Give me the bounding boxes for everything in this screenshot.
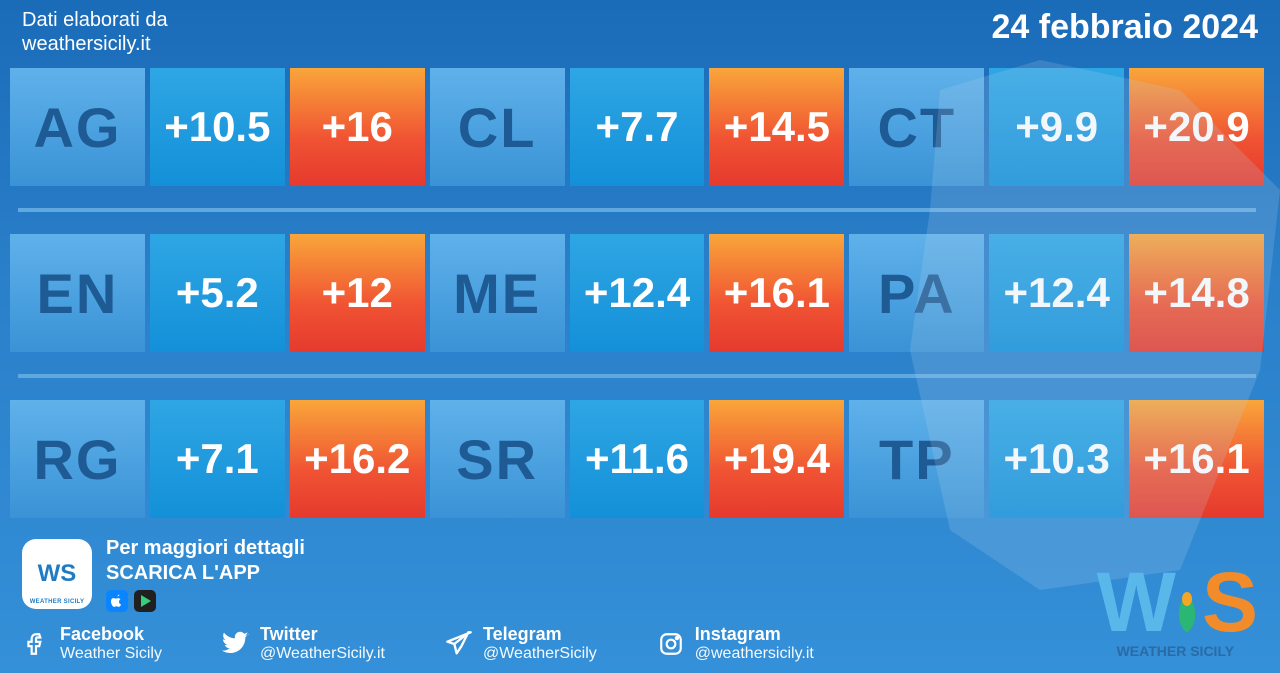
- social-handle: @weathersicily.it: [695, 645, 814, 663]
- app-promo-line2: SCARICA L'APP: [106, 561, 305, 586]
- temperature-grid: AG+10.5+16CL+7.7+14.5CT+9.9+20.9EN+5.2+1…: [0, 62, 1280, 518]
- province-code: AG: [10, 68, 145, 186]
- social-twitter[interactable]: Twitter@WeatherSicily.it: [222, 624, 385, 663]
- leaf-icon: [1172, 589, 1202, 637]
- province-group: CL+7.7+14.5: [430, 68, 845, 186]
- instagram-icon: [657, 630, 685, 658]
- province-code: PA: [849, 234, 984, 352]
- footer: WS Per maggiori dettagli SCARICA L'APP F…: [0, 536, 1280, 673]
- row-divider: [18, 374, 1256, 378]
- header-source: Dati elaborati da weathersicily.it: [22, 8, 168, 56]
- province-group: RG+7.1+16.2: [10, 400, 425, 518]
- province-code: CL: [430, 68, 565, 186]
- social-text: Instagram@weathersicily.it: [695, 624, 814, 663]
- province-group: PA+12.4+14.8: [849, 234, 1264, 352]
- logo-s: S: [1202, 555, 1254, 649]
- header-date: 24 febbraio 2024: [992, 8, 1258, 47]
- social-telegram[interactable]: Telegram@WeatherSicily: [445, 624, 597, 663]
- temp-min: +7.7: [570, 68, 705, 186]
- social-handle: @WeatherSicily.it: [260, 645, 385, 663]
- temp-max: +16.1: [709, 234, 844, 352]
- social-text: FacebookWeather Sicily: [60, 624, 162, 663]
- social-handle: @WeatherSicily: [483, 645, 597, 663]
- social-handle: Weather Sicily: [60, 645, 162, 663]
- social-name: Twitter: [260, 624, 385, 645]
- grid-row: EN+5.2+12ME+12.4+16.1PA+12.4+14.8: [10, 234, 1264, 352]
- temp-min: +7.1: [150, 400, 285, 518]
- social-text: Twitter@WeatherSicily.it: [260, 624, 385, 663]
- province-code: ME: [430, 234, 565, 352]
- temp-max: +12: [290, 234, 425, 352]
- temp-max: +16: [290, 68, 425, 186]
- app-promo: WS Per maggiori dettagli SCARICA L'APP: [22, 536, 1258, 612]
- app-badge-text: WS: [38, 560, 77, 588]
- header: Dati elaborati da weathersicily.it 24 fe…: [0, 0, 1280, 62]
- temp-max: +20.9: [1129, 68, 1264, 186]
- app-badge: WS: [22, 539, 92, 609]
- temp-max: +14.5: [709, 68, 844, 186]
- province-group: CT+9.9+20.9: [849, 68, 1264, 186]
- province-group: AG+10.5+16: [10, 68, 425, 186]
- temp-min: +5.2: [150, 234, 285, 352]
- social-name: Facebook: [60, 624, 162, 645]
- province-code: CT: [849, 68, 984, 186]
- province-group: TP+10.3+16.1: [849, 400, 1264, 518]
- temp-min: +10.5: [150, 68, 285, 186]
- social-text: Telegram@WeatherSicily: [483, 624, 597, 663]
- logo-subtitle: WEATHER SICILY: [1097, 643, 1254, 659]
- province-group: ME+12.4+16.1: [430, 234, 845, 352]
- social-instagram[interactable]: Instagram@weathersicily.it: [657, 624, 814, 663]
- temp-min: +9.9: [989, 68, 1124, 186]
- temp-min: +12.4: [989, 234, 1124, 352]
- telegram-icon: [445, 630, 473, 658]
- weather-sicily-logo: WS WEATHER SICILY: [1097, 554, 1254, 659]
- province-code: SR: [430, 400, 565, 518]
- temp-min: +12.4: [570, 234, 705, 352]
- logo-w: W: [1097, 555, 1172, 649]
- social-facebook[interactable]: FacebookWeather Sicily: [22, 624, 162, 663]
- app-promo-line1: Per maggiori dettagli: [106, 536, 305, 561]
- facebook-icon: [22, 630, 50, 658]
- grid-row: AG+10.5+16CL+7.7+14.5CT+9.9+20.9: [10, 68, 1264, 186]
- temp-min: +10.3: [989, 400, 1124, 518]
- temp-max: +14.8: [1129, 234, 1264, 352]
- row-divider: [18, 208, 1256, 212]
- province-code: EN: [10, 234, 145, 352]
- socials: FacebookWeather SicilyTwitter@WeatherSic…: [22, 624, 1258, 663]
- header-source-line2: weathersicily.it: [22, 32, 168, 56]
- social-name: Telegram: [483, 624, 597, 645]
- province-code: TP: [849, 400, 984, 518]
- temp-max: +16.2: [290, 400, 425, 518]
- header-source-line1: Dati elaborati da: [22, 8, 168, 32]
- grid-row: RG+7.1+16.2SR+11.6+19.4TP+10.3+16.1: [10, 400, 1264, 518]
- temp-max: +16.1: [1129, 400, 1264, 518]
- province-group: SR+11.6+19.4: [430, 400, 845, 518]
- temp-max: +19.4: [709, 400, 844, 518]
- app-store-icon[interactable]: [106, 590, 128, 612]
- store-icons: [106, 590, 305, 612]
- app-promo-text: Per maggiori dettagli SCARICA L'APP: [106, 536, 305, 612]
- twitter-icon: [222, 630, 250, 658]
- play-store-icon[interactable]: [134, 590, 156, 612]
- social-name: Instagram: [695, 624, 814, 645]
- temp-min: +11.6: [570, 400, 705, 518]
- province-code: RG: [10, 400, 145, 518]
- province-group: EN+5.2+12: [10, 234, 425, 352]
